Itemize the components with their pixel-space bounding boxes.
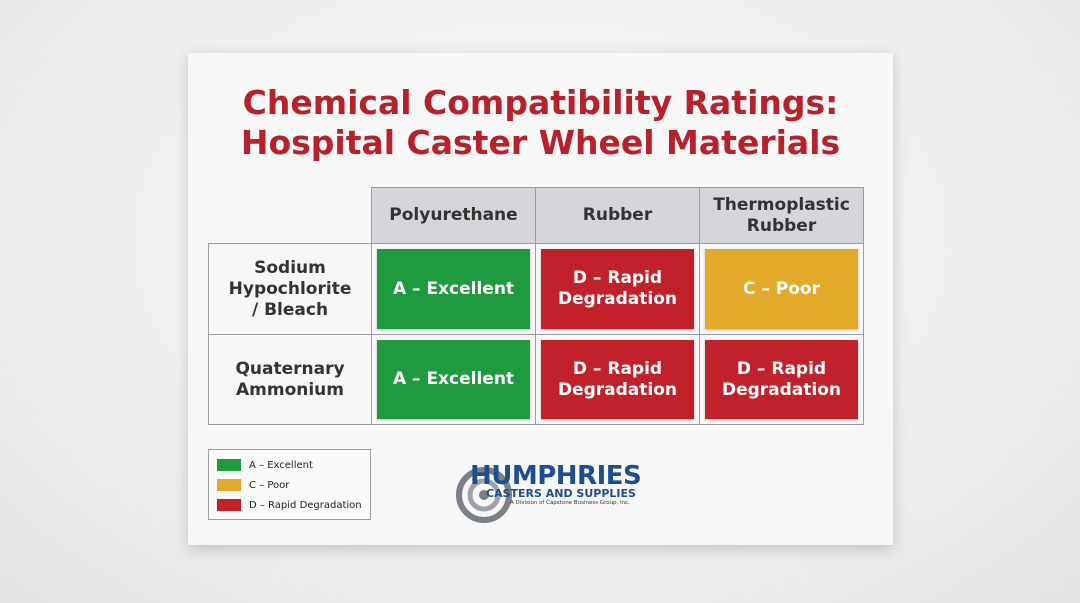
legend-swatch: [217, 459, 241, 471]
column-header: Rubber: [535, 187, 700, 244]
rating-badge: C – Poor: [705, 249, 858, 329]
rating-badge: A – Excellent: [377, 249, 530, 329]
legend-label: C – Poor: [249, 479, 290, 491]
column-header: Polyurethane: [371, 187, 536, 244]
rating-badge: A – Excellent: [377, 340, 530, 419]
legend-label: A – Excellent: [249, 459, 313, 471]
board: Chemical Compatibility Ratings: Hospital…: [188, 53, 893, 545]
rating-cell: A – Excellent: [371, 243, 536, 335]
legend-swatch: [217, 499, 241, 511]
rating-badge: D – Rapid Degradation: [541, 249, 694, 329]
rating-badge: D – Rapid Degradation: [541, 340, 694, 419]
rating-badge: D – Rapid Degradation: [705, 340, 858, 419]
row-header: Sodium Hypochlorite / Bleach: [208, 243, 372, 335]
rating-cell: D – Rapid Degradation: [699, 334, 864, 425]
logo-tagline: CASTERS AND SUPPLIES: [486, 487, 636, 500]
legend: A – Excellent C – Poor D – Rapid Degradati…: [208, 449, 371, 520]
column-header: Thermoplastic Rubber: [699, 187, 864, 244]
legend-label: D – Rapid Degradation: [249, 499, 362, 511]
logo-division: A Division of Capstone Business Group, I…: [510, 500, 630, 506]
rating-cell: A – Excellent: [371, 334, 536, 425]
row-header: Quaternary Ammonium: [208, 334, 372, 425]
legend-swatch: [217, 479, 241, 491]
legend-item: D – Rapid Degradation: [217, 498, 362, 512]
rating-cell: D – Rapid Degradation: [535, 243, 700, 335]
title-line: Chemical Compatibility Ratings:: [242, 83, 839, 122]
rating-cell: C – Poor: [699, 243, 864, 335]
logo-name: HUMPHRIES: [470, 461, 642, 491]
legend-item: C – Poor: [217, 478, 289, 492]
rating-cell: D – Rapid Degradation: [535, 334, 700, 425]
logo-mark: [456, 467, 512, 523]
legend-item: A – Excellent: [217, 458, 313, 472]
title-line: Hospital Caster Wheel Materials: [240, 123, 841, 162]
